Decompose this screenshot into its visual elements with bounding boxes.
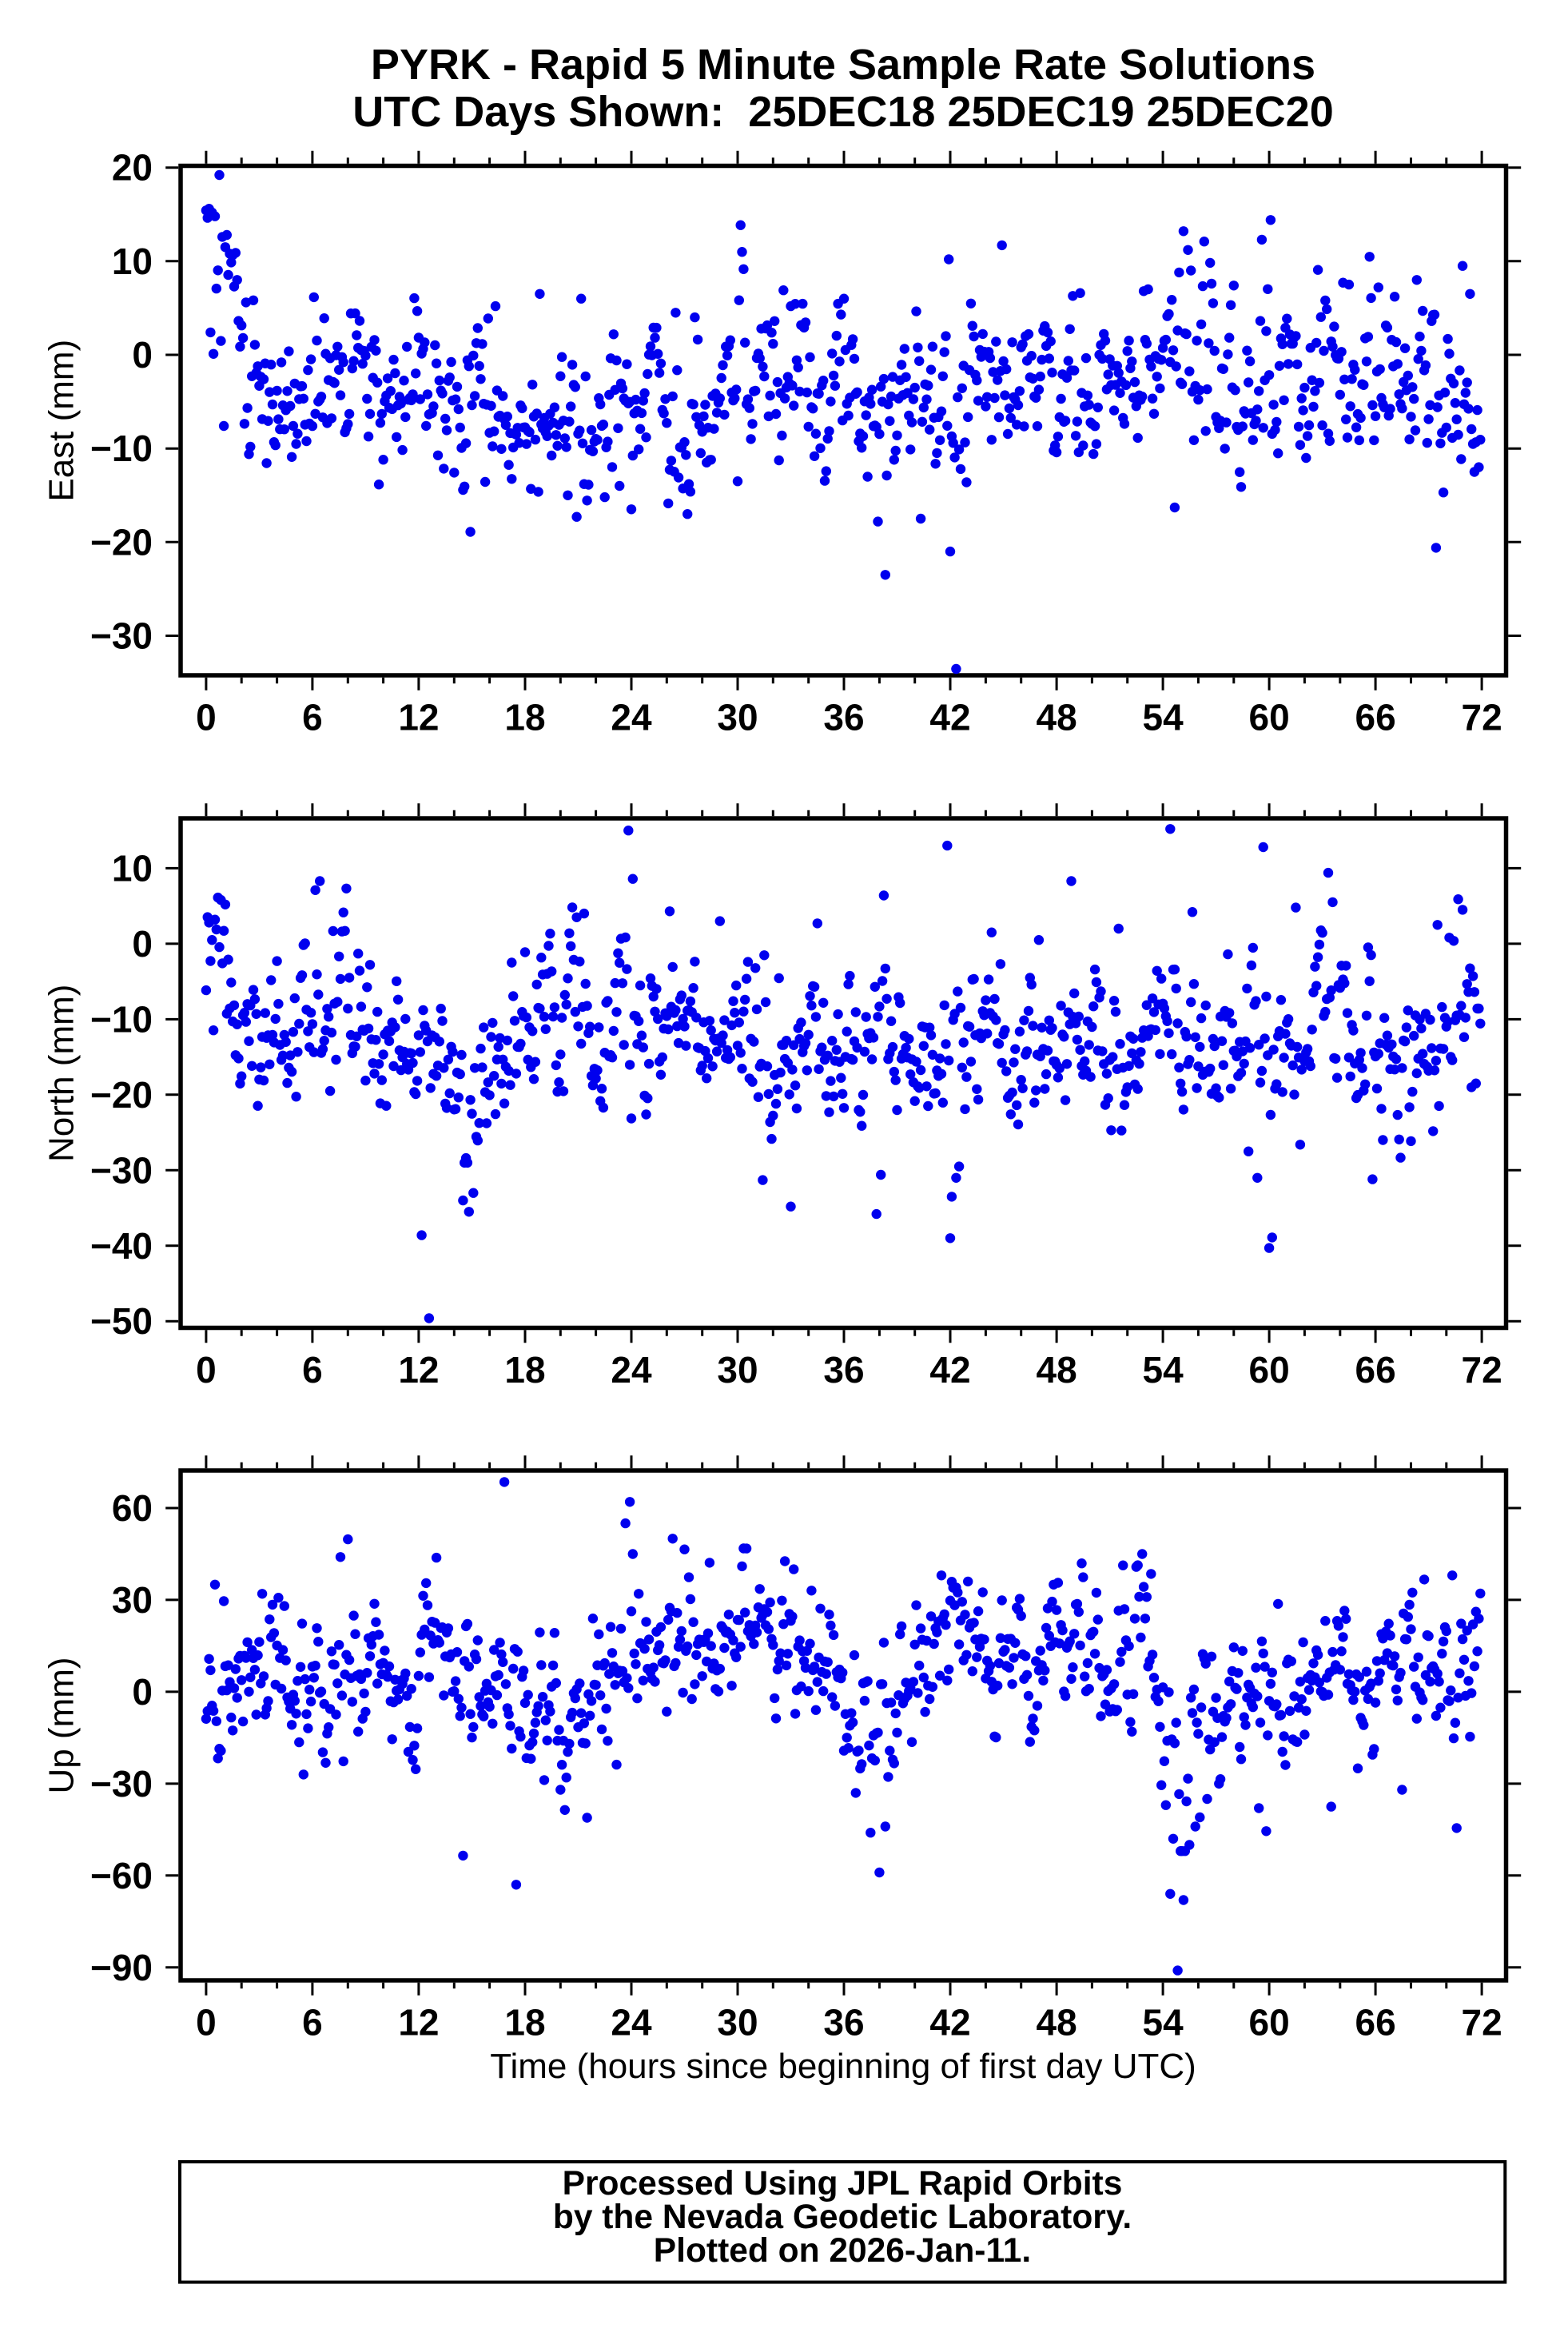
svg-text:24: 24 [611,697,652,738]
svg-text:−20: −20 [90,521,153,563]
svg-text:−50: −50 [90,1300,153,1342]
svg-text:−60: −60 [90,1855,153,1896]
svg-text:20: 20 [112,147,153,189]
svg-text:12: 12 [398,2002,439,2044]
svg-text:0: 0 [132,923,153,965]
svg-text:18: 18 [504,1349,545,1391]
svg-text:18: 18 [504,2002,545,2044]
svg-text:30: 30 [717,697,758,738]
svg-text:30: 30 [717,1349,758,1391]
svg-text:0: 0 [196,697,217,738]
svg-text:6: 6 [302,2002,323,2044]
svg-text:−40: −40 [90,1225,153,1267]
svg-text:36: 36 [823,2002,864,2044]
svg-text:30: 30 [717,2002,758,2044]
svg-text:North (mm): North (mm) [42,985,82,1162]
svg-text:48: 48 [1037,1349,1077,1391]
svg-text:66: 66 [1355,697,1396,738]
svg-text:−30: −30 [90,615,153,657]
svg-text:42: 42 [929,2002,970,2044]
svg-text:36: 36 [823,1349,864,1391]
svg-text:60: 60 [1249,697,1290,738]
svg-text:72: 72 [1462,2002,1502,2044]
svg-text:−10: −10 [90,428,153,469]
svg-text:54: 54 [1143,1349,1184,1391]
svg-text:54: 54 [1143,697,1184,738]
svg-text:6: 6 [302,1349,323,1391]
svg-text:PYRK - Rapid 5 Minute Sample R: PYRK - Rapid 5 Minute Sample Rate Soluti… [371,41,1315,89]
svg-text:0: 0 [132,334,153,376]
svg-text:24: 24 [611,1349,652,1391]
svg-text:72: 72 [1462,697,1502,738]
svg-text:−30: −30 [90,1149,153,1191]
svg-text:−30: −30 [90,1763,153,1805]
svg-text:Time (hours since beginning of: Time (hours since beginning of first day… [490,2047,1196,2086]
svg-text:60: 60 [1249,2002,1290,2044]
svg-text:0: 0 [196,1349,217,1391]
svg-text:60: 60 [112,1487,153,1529]
svg-text:East (mm): East (mm) [42,340,82,502]
svg-text:12: 12 [398,697,439,738]
svg-text:12: 12 [398,1349,439,1391]
svg-text:42: 42 [929,1349,970,1391]
svg-text:30: 30 [112,1579,153,1621]
svg-text:0: 0 [132,1671,153,1713]
svg-text:Up (mm): Up (mm) [42,1657,82,1793]
svg-text:−90: −90 [90,1947,153,1988]
svg-text:60: 60 [1249,1349,1290,1391]
svg-text:−20: −20 [90,1074,153,1116]
svg-text:66: 66 [1355,1349,1396,1391]
svg-text:36: 36 [823,697,864,738]
svg-text:0: 0 [196,2002,217,2044]
svg-text:48: 48 [1037,697,1077,738]
svg-text:6: 6 [302,697,323,738]
svg-text:66: 66 [1355,2002,1396,2044]
svg-text:48: 48 [1037,2002,1077,2044]
svg-text:42: 42 [929,697,970,738]
svg-text:10: 10 [112,847,153,889]
svg-text:Plotted on 2026-Jan-11.: Plotted on 2026-Jan-11. [654,2232,1031,2270]
svg-text:24: 24 [611,2002,652,2044]
svg-text:18: 18 [504,697,545,738]
svg-text:54: 54 [1143,2002,1184,2044]
svg-text:UTC Days Shown: 25DEC18 25DEC: UTC Days Shown: 25DEC18 25DEC19 25DEC20 [352,88,1333,136]
svg-text:Processed Using JPL Rapid Orbi: Processed Using JPL Rapid Orbits [563,2165,1123,2203]
svg-text:72: 72 [1462,1349,1502,1391]
svg-text:by the Nevada Geodetic Laborat: by the Nevada Geodetic Laboratory. [553,2199,1132,2236]
svg-text:−10: −10 [90,998,153,1040]
svg-text:10: 10 [112,241,153,282]
